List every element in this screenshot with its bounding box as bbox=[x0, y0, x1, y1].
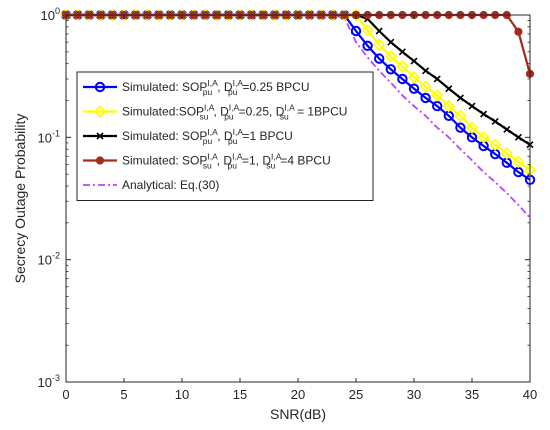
series-2-point bbox=[419, 80, 432, 93]
x-tick-label: 5 bbox=[120, 387, 127, 402]
series-1-point bbox=[455, 122, 466, 133]
x-tick-label: 15 bbox=[233, 387, 247, 402]
series-1-point bbox=[408, 83, 420, 94]
legend-entry-5: Analytical: Eq.(30) bbox=[83, 178, 219, 192]
legend: Simulated: SOPI,A pu, DI,A pu =0.25 BPCU Sim… bbox=[76, 71, 374, 201]
legend-marker bbox=[96, 132, 104, 140]
legend-label: Analytical: Eq.(30) bbox=[122, 178, 219, 192]
series-3-point bbox=[398, 48, 406, 56]
series-2-point bbox=[500, 147, 514, 160]
series-2-point bbox=[465, 121, 479, 134]
series-3-point bbox=[491, 117, 499, 125]
series-2-point bbox=[384, 49, 398, 63]
series-1-point bbox=[397, 73, 408, 85]
y-tick-label: 10-2 bbox=[38, 251, 60, 268]
legend-entry-2: Simulated:SOPI,A su, DI,A pu =0.25, DI,A su … bbox=[83, 103, 347, 122]
x-tick-label: 25 bbox=[349, 387, 363, 402]
legend-label: Simulated: SOPI,A pu, DI,A pu =1 BPCU bbox=[122, 127, 293, 146]
legend-label: Simulated: SOPI,A pu, DI,A pu =0.25 BPCU bbox=[122, 78, 310, 97]
series-3-point bbox=[468, 102, 476, 110]
series-2-point bbox=[396, 60, 409, 73]
series-2-point bbox=[430, 89, 444, 102]
series-3-point bbox=[503, 125, 511, 134]
x-tick-label: 40 bbox=[523, 387, 537, 402]
series-1-point bbox=[350, 25, 362, 37]
series-3-point bbox=[387, 38, 395, 46]
x-tick-label: 20 bbox=[291, 387, 305, 402]
legend-entry-4: Simulated: SOPI,A su, DI,A pu =1, DI,A su =4 … bbox=[83, 152, 331, 171]
y-tick-label: 10-3 bbox=[38, 373, 60, 390]
legend-entry-1: Simulated: SOPI,A pu, DI,A pu =0.25 BPCU bbox=[83, 78, 310, 97]
series-1-point bbox=[385, 64, 396, 75]
legend-label: Simulated:SOPI,A su, DI,A pu =0.25, DI,A su … bbox=[122, 103, 347, 122]
series-2-point bbox=[361, 24, 374, 37]
series-2-point bbox=[477, 131, 490, 144]
legend-marker bbox=[93, 105, 107, 118]
series-3-point bbox=[375, 27, 383, 35]
series-2-point bbox=[454, 109, 467, 123]
series-2-point bbox=[442, 99, 456, 113]
legend-label: Simulated: SOPI,A su, DI,A pu =1, DI,A su =4 … bbox=[122, 152, 331, 171]
axes-layer: 0 5 10 15 20 25 30 35 40 10-3 10-2 10-1 100 bbox=[38, 6, 538, 402]
series-1-point bbox=[420, 92, 431, 104]
series-2-point bbox=[407, 70, 421, 84]
series-3-point bbox=[480, 110, 488, 118]
series-3-point bbox=[410, 57, 418, 65]
series-1-point bbox=[362, 40, 373, 52]
series-4-point bbox=[514, 27, 523, 36]
series-3-point bbox=[422, 67, 430, 75]
y-tick-label: 100 bbox=[41, 6, 60, 23]
series-2-point bbox=[488, 138, 502, 152]
legend-entry-3: Simulated: SOPI,A pu, DI,A pu =1 BPCU bbox=[83, 127, 293, 146]
series-2-point bbox=[372, 38, 386, 52]
legend-marker bbox=[95, 156, 105, 165]
legend-box bbox=[76, 71, 374, 201]
series-3-point bbox=[456, 94, 464, 102]
series-3-point bbox=[433, 75, 441, 83]
series-3-point bbox=[514, 133, 522, 141]
x-tick-label: 35 bbox=[465, 387, 479, 402]
series-1-point bbox=[374, 53, 385, 64]
series-2-point bbox=[512, 155, 525, 169]
y-tick-label: 10-1 bbox=[38, 128, 60, 145]
x-tick-label: 30 bbox=[407, 387, 421, 402]
series-1-point bbox=[432, 100, 443, 112]
x-axis-label: SNR(dB) bbox=[270, 406, 326, 422]
x-tick-label: 10 bbox=[175, 387, 189, 402]
x-tick-label: 0 bbox=[62, 387, 69, 402]
series-3-point bbox=[445, 85, 453, 93]
y-axis-label: Secrecy Outage Probability bbox=[12, 114, 28, 284]
legend-marker bbox=[94, 81, 106, 93]
